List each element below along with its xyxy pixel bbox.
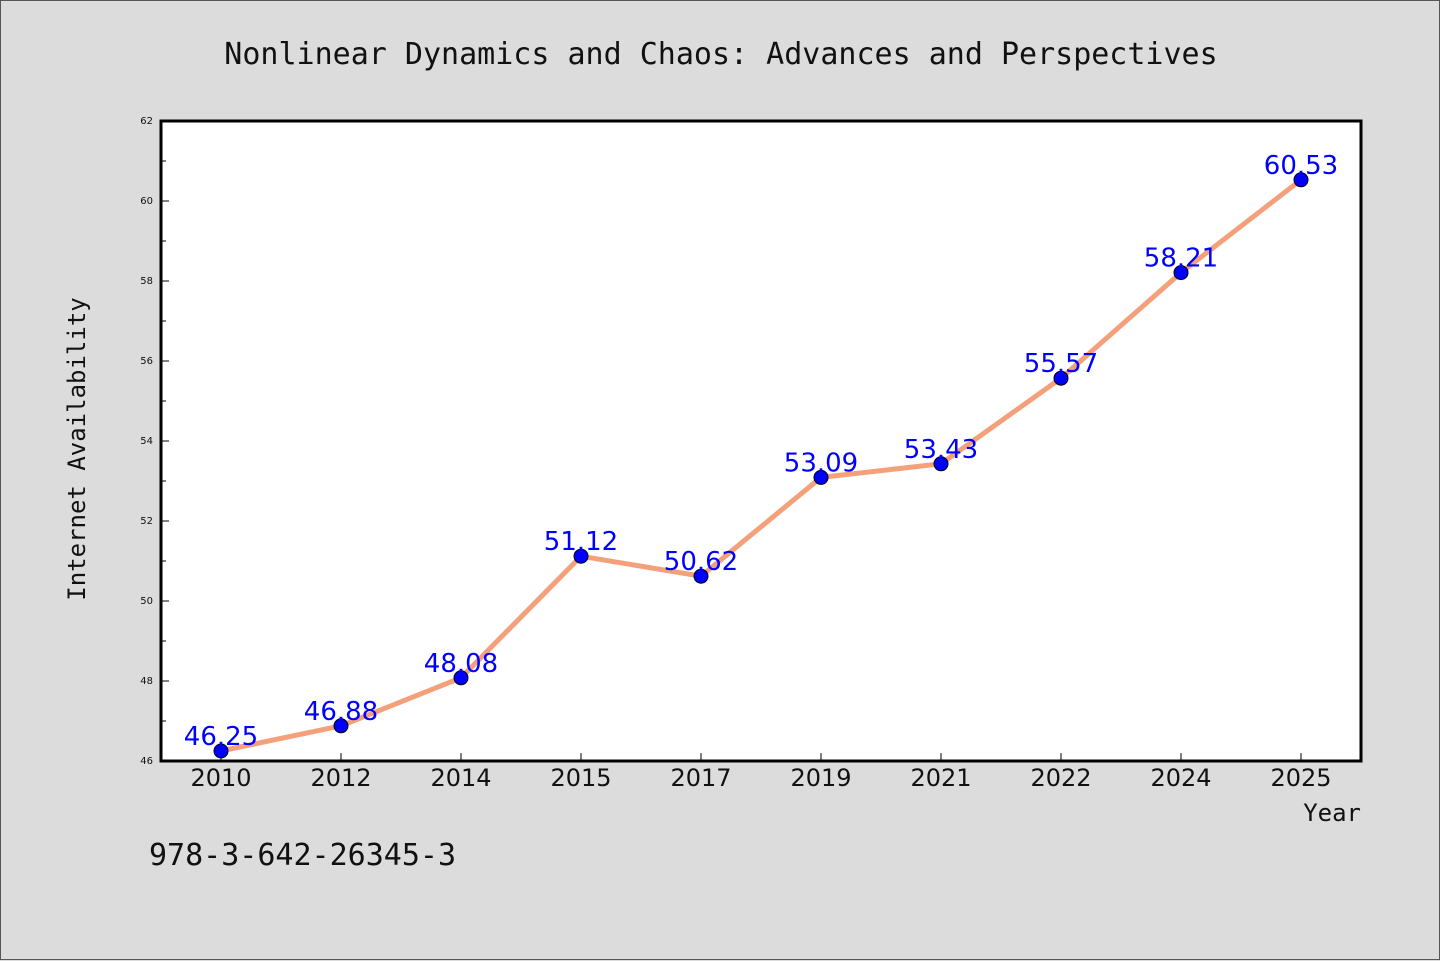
x-tick-label: 2015 <box>550 764 611 792</box>
y-tick-label: 54 <box>140 436 153 447</box>
data-label: 51.12 <box>544 527 618 557</box>
y-tick-label: 52 <box>140 516 153 527</box>
x-tick-label: 2024 <box>1150 764 1211 792</box>
plot-area <box>159 119 1363 763</box>
y-tick-label: 62 <box>140 116 153 127</box>
chart-title: Nonlinear Dynamics and Chaos: Advances a… <box>224 37 1217 72</box>
x-tick-label: 2025 <box>1270 764 1331 792</box>
data-point <box>1173 265 1189 281</box>
data-point <box>333 718 349 734</box>
data-point <box>1053 370 1069 386</box>
data-label: 46.25 <box>184 722 258 752</box>
x-tick-label: 2012 <box>310 764 371 792</box>
series-markers <box>213 172 1309 759</box>
x-axis-ticks: 2010 2012 2014 2015 2017 2019 2021 2022 2024 2025 <box>190 753 1332 792</box>
y-tick-label: 48 <box>140 676 153 687</box>
x-tick-label: 2010 <box>190 764 251 792</box>
x-tick-label: 2014 <box>430 764 491 792</box>
x-axis-label: Year <box>1303 799 1361 827</box>
data-label: 48.08 <box>424 649 498 679</box>
data-label: 60.53 <box>1264 151 1338 181</box>
data-point <box>453 670 469 686</box>
isbn-text: 978-3-642-26345-3 <box>149 838 456 873</box>
data-point <box>1293 172 1309 188</box>
x-tick-label: 2021 <box>910 764 971 792</box>
y-axis-ticks: 46 48 50 52 54 56 58 60 62 <box>140 116 169 767</box>
y-tick-label: 50 <box>140 596 153 607</box>
data-point <box>693 568 709 584</box>
y-tick-label: 46 <box>140 756 153 767</box>
data-label: 53.43 <box>904 435 978 465</box>
data-point <box>933 456 949 472</box>
x-tick-label: 2019 <box>790 764 851 792</box>
x-tick-label: 2017 <box>670 764 731 792</box>
data-labels: 46.25 46.88 48.08 51.12 50.62 53.09 53.43 55.57… <box>184 151 1338 752</box>
y-tick-label: 60 <box>140 196 153 207</box>
data-label: 55.57 <box>1024 349 1098 379</box>
data-label: 46.88 <box>304 697 378 727</box>
data-point <box>573 548 589 564</box>
data-label: 58.21 <box>1144 244 1218 274</box>
data-point <box>213 743 229 759</box>
data-label: 50.62 <box>664 547 738 577</box>
y-axis-label: Internet Availability <box>63 297 91 600</box>
y-tick-label: 58 <box>140 276 153 287</box>
y-tick-label: 56 <box>140 356 153 367</box>
data-point <box>813 469 829 485</box>
x-tick-label: 2022 <box>1030 764 1091 792</box>
data-label: 53.09 <box>784 448 858 478</box>
series-line <box>218 177 1304 754</box>
